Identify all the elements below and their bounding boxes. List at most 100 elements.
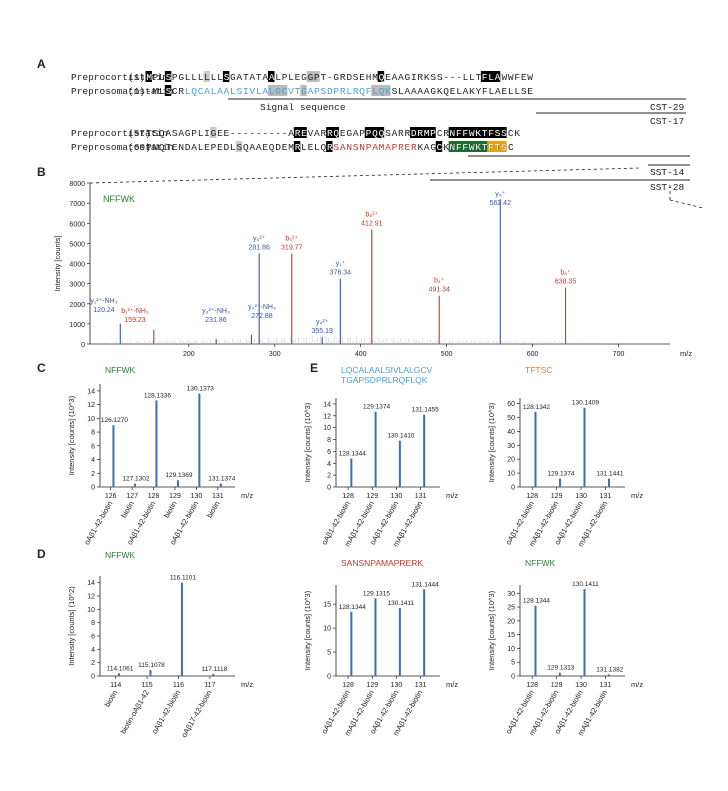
b-y-tick-label: 1000	[69, 322, 85, 329]
residue-highlight	[448, 141, 488, 152]
peak-mz-label: 638.35	[555, 279, 577, 286]
sequence-start: (1)	[128, 72, 145, 83]
x-tick-label: 129	[366, 682, 378, 689]
residue-highlight	[293, 127, 307, 138]
x-tick-label: 128	[342, 682, 354, 689]
reporter-peak	[423, 414, 426, 487]
sequence-name: Preprosomatostatin	[71, 86, 174, 97]
y-tick-label: 5	[511, 660, 515, 667]
y-axis-label: Intensity [counts] (10^3)	[487, 590, 496, 670]
reporter-peak	[212, 674, 215, 676]
b-y-tick-label: 3000	[69, 282, 85, 289]
highlight-residue: M	[424, 128, 430, 139]
x-tick-label: 130	[391, 682, 403, 689]
x-tick-label: 128	[526, 493, 538, 500]
panel-label-c: C	[37, 361, 46, 375]
y-tick-label: 0	[511, 674, 515, 681]
category-label: biotin	[103, 689, 120, 709]
reporter-peak	[133, 483, 136, 487]
peak-label: 114.1061	[107, 665, 134, 672]
sequence-name: Preprocortistatin	[71, 72, 168, 83]
peak-label: 128.1344	[523, 598, 550, 605]
y-tick-label: 6	[91, 443, 95, 450]
b-y-tick-label: 0	[81, 342, 85, 349]
x-tick-label: 131	[600, 493, 612, 500]
x-tick-label: 129	[366, 493, 378, 500]
reporter-peak	[534, 605, 537, 676]
b-x-label: m/z	[680, 349, 692, 358]
y-tick-label: 2	[91, 471, 95, 478]
y-tick-label: 0	[511, 485, 515, 492]
highlight-residue: R	[417, 128, 423, 139]
y-axis-label: Intensity [counts] (10^3)	[67, 395, 76, 475]
y-tick-label: 0	[327, 485, 331, 492]
b-y-tick-label: 6000	[69, 221, 85, 228]
highlight-residue: K	[475, 142, 481, 153]
highlight-residue: R	[327, 128, 333, 139]
x-axis-label: m/z	[241, 680, 253, 689]
highlight-residue: P	[430, 128, 436, 139]
highlight-residue: Q	[379, 72, 385, 83]
category-label: biotin	[162, 500, 179, 520]
x-tick-label: 131	[415, 493, 427, 500]
x-tick-label: 130	[391, 493, 403, 500]
y-tick-label: 8	[327, 437, 331, 444]
y-tick-label: 30	[507, 443, 515, 450]
reporter-peak	[558, 672, 561, 676]
category-label: oAβ17-42-biotin	[179, 689, 213, 739]
residue-highlight	[235, 141, 243, 152]
sequence-text: TSQASAGPLIGEE---------AREVARRQEGAPPQQSAR…	[146, 128, 520, 139]
peptide-title: NFFWK	[525, 558, 556, 568]
residue-highlight	[222, 71, 230, 82]
y-tick-label: 15	[507, 632, 515, 639]
b-y-tick-label: 4000	[69, 262, 85, 269]
bracket-sst28: SST-28	[650, 182, 685, 193]
category-label: oAβ1-42-biotin	[150, 689, 182, 736]
reporter-peak	[112, 425, 115, 487]
y-tick-label: 10	[323, 425, 331, 432]
residue-highlight	[203, 71, 210, 82]
x-tick-label: 129	[551, 682, 563, 689]
y-tick-label: 60	[507, 401, 515, 408]
b-x-tick-label: 700	[613, 351, 625, 358]
highlight-residue: S	[501, 142, 507, 153]
chart-E2: 0 10 20 30 40 50 60 128 129 130 131 m/z Intensity [c…	[487, 365, 643, 548]
b-x-tick-label: 300	[269, 351, 281, 358]
y-tick-label: 0	[327, 674, 331, 681]
reporter-peak	[583, 407, 586, 487]
peak-label: 129.1315	[363, 590, 390, 597]
residue-highlight	[300, 85, 307, 96]
sequence-text: MPLSPGLLLLLLSGATATAALPLEGGPT-GRDSEHMQEAA…	[146, 72, 533, 83]
reporter-peak	[180, 582, 183, 676]
peak-label: 128.1342	[523, 404, 550, 411]
peak-mz-label: 120.24	[93, 307, 115, 314]
highlight-residue: A	[495, 72, 501, 83]
b-peptide: NFFWK	[103, 194, 135, 204]
peak-label: 131.1374	[208, 476, 235, 483]
highlight-residue: S	[501, 128, 507, 139]
highlight-residue: K	[475, 128, 481, 139]
peak-label: 129.1313	[547, 665, 574, 672]
reporter-peak	[374, 411, 377, 487]
peak-label: 116.1101	[170, 575, 197, 582]
b-y-tick-label: 8000	[69, 181, 85, 188]
y-tick-label: 4	[327, 461, 331, 468]
peak-mz-label: 231.86	[205, 317, 227, 324]
reporter-peak	[374, 598, 377, 676]
sequence-segment: PNQTENDALEPEDLSQAAEQDEMRLELQR	[146, 142, 333, 153]
highlight-residue: F	[462, 142, 468, 153]
reporter-peak	[350, 458, 353, 487]
x-axis-label: m/z	[631, 680, 643, 689]
highlight-residue: Q	[379, 128, 385, 139]
reporter-peak	[149, 670, 152, 676]
y-axis-label: Intensity [counts] (10^3)	[303, 590, 312, 670]
reporter-peak	[583, 589, 586, 676]
category-label: oAβ1-42-biotin	[82, 500, 114, 547]
b-y-tick-label: 7000	[69, 201, 85, 208]
residue-highlight	[364, 127, 385, 138]
bracket-cst17: CST-17	[650, 116, 684, 127]
y-axis-label: Intensity [counts] (10^3)	[303, 402, 312, 482]
chart-E3: 0 5 10 15 128 129 130 131 m/z Intensity [counts] …	[303, 558, 458, 737]
sequence-start: (60)	[128, 142, 151, 153]
